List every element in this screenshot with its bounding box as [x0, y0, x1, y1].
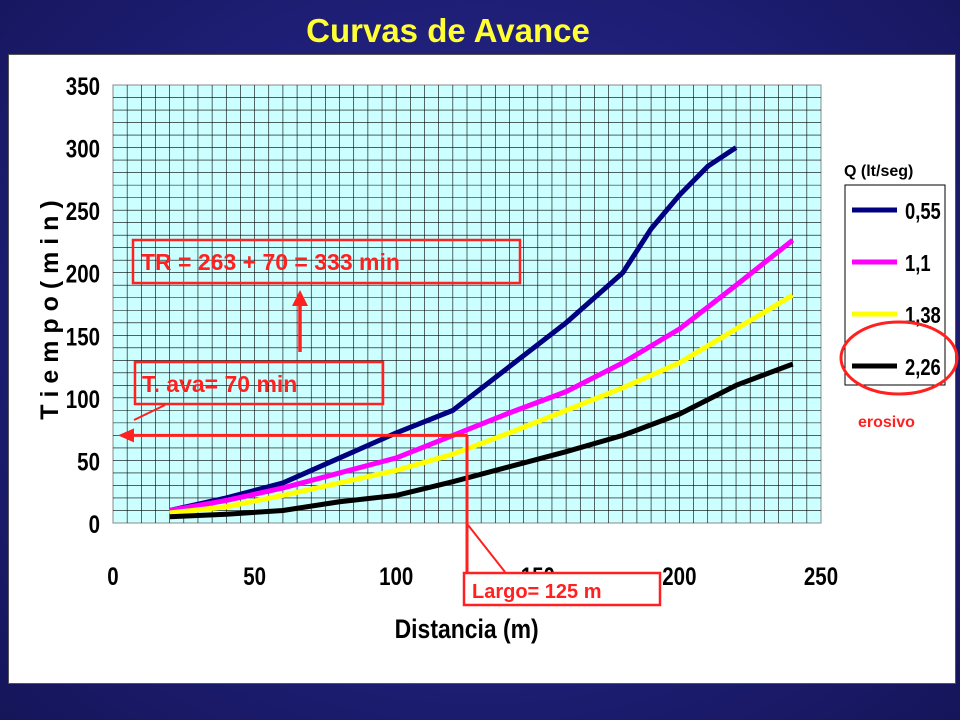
y-tick-label: 0	[89, 510, 100, 538]
tr-box	[131, 238, 522, 285]
largo-box	[462, 571, 662, 607]
legend-box	[844, 184, 946, 386]
x-tick-label: 0	[107, 562, 118, 590]
y-axis-label: T i e m p o ( m i n )	[36, 200, 64, 419]
y-tick-label: 150	[66, 322, 100, 350]
largo-pointer	[467, 524, 506, 573]
y-tick-label: 50	[77, 447, 100, 475]
series-line-2-26	[169, 361, 794, 520]
x-tick-label: 250	[804, 562, 838, 590]
x-tick-label: 200	[662, 562, 696, 590]
legend-label: 0,55	[905, 199, 941, 224]
legend: Q (lt/seg) 0,551,11,382,26	[844, 163, 946, 386]
x-axis-label: Distancia (m)	[395, 614, 539, 644]
legend-label: 1,1	[905, 251, 931, 276]
tava-label: T. ava= 70 min	[142, 371, 297, 397]
erosivo-circle	[839, 320, 959, 396]
largo-label: Largo= 125 m	[472, 581, 602, 603]
x-tick-label: 50	[243, 562, 266, 590]
tava-pointer	[133, 404, 166, 421]
series-line-0-55	[169, 145, 738, 513]
y-tick-label: 200	[66, 260, 100, 288]
annotations: TR = 263 + 70 = 333 min T. ava= 70 min L…	[118, 238, 662, 607]
x-tick-label: 100	[379, 562, 413, 590]
y-tick-label: 100	[66, 385, 100, 413]
tava-arrowhead	[118, 428, 134, 443]
y-tick-label: 250	[66, 197, 100, 225]
erosivo-label: erosivo	[858, 414, 915, 431]
y-tick-label: 300	[66, 135, 100, 163]
series-line-1-1	[169, 238, 795, 513]
legend-title: Q (lt/seg)	[844, 163, 913, 180]
series-lines	[169, 145, 795, 520]
up-arrow-head	[292, 290, 308, 306]
legend-label: 2,26	[905, 355, 941, 380]
tr-label: TR = 263 + 70 = 333 min	[141, 249, 400, 275]
y-tick-label: 350	[66, 72, 100, 100]
series-line-1-38	[169, 293, 794, 516]
slide-title: Curvas de Avance	[306, 12, 590, 49]
tava-box	[133, 360, 385, 406]
y-tick-labels: 0 50 100 150 200 250 300 350	[66, 72, 100, 538]
